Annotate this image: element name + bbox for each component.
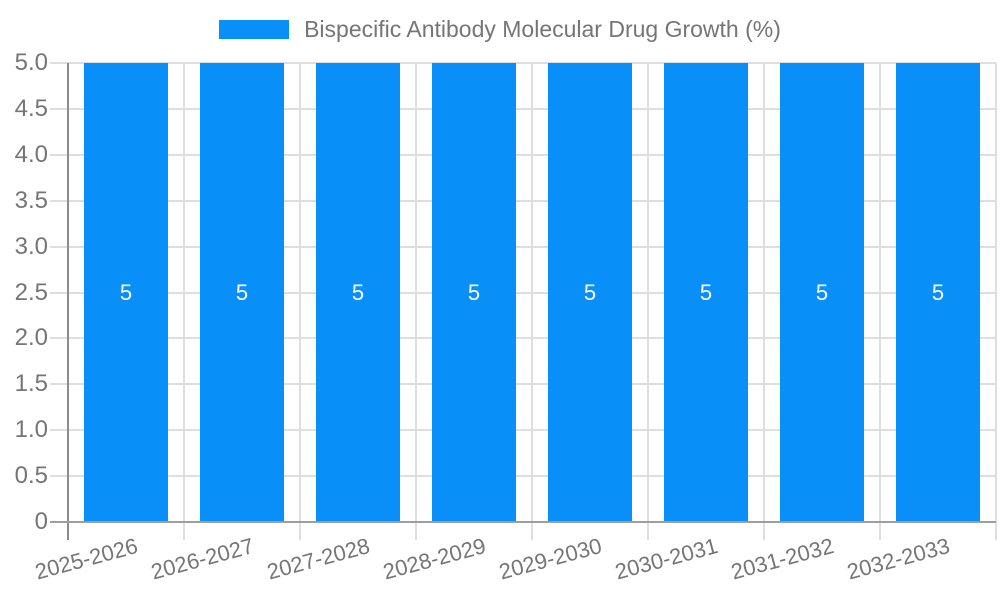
chart-legend[interactable]: Bispecific Antibody Molecular Drug Growt… — [0, 16, 1000, 44]
x-axis-tick-label: 2028-2029 — [380, 533, 489, 585]
x-axis-tick-label: 2029-2030 — [496, 533, 605, 585]
x-axis-tick-label: 2025-2026 — [32, 533, 141, 585]
y-axis-tick-label: 0 — [34, 508, 48, 535]
bar-value-label: 5 — [583, 279, 597, 305]
y-gridline — [50, 337, 996, 340]
bar: 5 — [316, 63, 400, 522]
y-axis-tick-label: 3.0 — [14, 232, 48, 260]
bar: 5 — [896, 63, 980, 522]
y-gridline — [50, 199, 996, 202]
y-axis-tick-label: 4.0 — [14, 140, 48, 168]
y-gridline — [50, 429, 996, 432]
y-axis-tick-label: 2.0 — [14, 324, 48, 352]
y-axis-tick-label: 4.5 — [14, 94, 48, 122]
y-gridline — [50, 62, 996, 64]
x-gridline — [995, 63, 997, 540]
x-gridline — [299, 63, 301, 540]
y-axis-tick-label: 3.5 — [14, 186, 48, 214]
bar: 5 — [780, 63, 864, 522]
legend-label: Bispecific Antibody Molecular Drug Growt… — [304, 16, 781, 42]
y-gridline — [50, 291, 996, 294]
legend-swatch — [219, 20, 290, 40]
y-axis-tick-label: 1.0 — [14, 416, 48, 444]
x-gridline — [415, 63, 417, 540]
bar-value-label: 5 — [235, 279, 249, 305]
y-gridline — [50, 383, 996, 386]
bar: 5 — [432, 63, 516, 522]
bar: 5 — [548, 63, 632, 522]
x-gridline — [763, 63, 765, 540]
x-axis-tick-label: 2030-2031 — [612, 533, 721, 585]
bar: 5 — [84, 63, 168, 522]
x-gridline — [879, 63, 881, 540]
bar-value-label: 5 — [351, 279, 365, 305]
bar-value-label: 5 — [815, 279, 829, 305]
x-gridline — [647, 63, 649, 540]
bar: 5 — [200, 63, 284, 522]
bar: 5 — [664, 63, 748, 522]
bar-value-label: 5 — [931, 279, 945, 305]
bar-value-label: 5 — [119, 279, 133, 305]
x-axis-line — [50, 521, 996, 523]
x-gridline — [531, 63, 533, 540]
x-axis-tick-label: 2032-2033 — [844, 533, 953, 585]
y-gridline — [50, 475, 996, 478]
x-axis-tick-label: 2027-2028 — [264, 533, 373, 585]
bar-value-label: 5 — [467, 279, 481, 305]
y-axis-tick-label: 2.5 — [14, 278, 48, 306]
x-gridline — [183, 63, 185, 540]
x-axis-tick-label: 2026-2027 — [148, 533, 257, 585]
y-axis-tick-label: 5.0 — [14, 49, 48, 76]
y-axis-tick-label: 0.5 — [14, 462, 48, 490]
y-axis-tick-label: 1.5 — [14, 370, 48, 398]
y-gridline — [50, 245, 996, 248]
x-axis-tick-label: 2031-2032 — [728, 533, 837, 585]
bar-value-label: 5 — [699, 279, 713, 305]
y-gridline — [50, 153, 996, 156]
y-axis-line — [67, 63, 69, 540]
y-gridline — [50, 107, 996, 110]
